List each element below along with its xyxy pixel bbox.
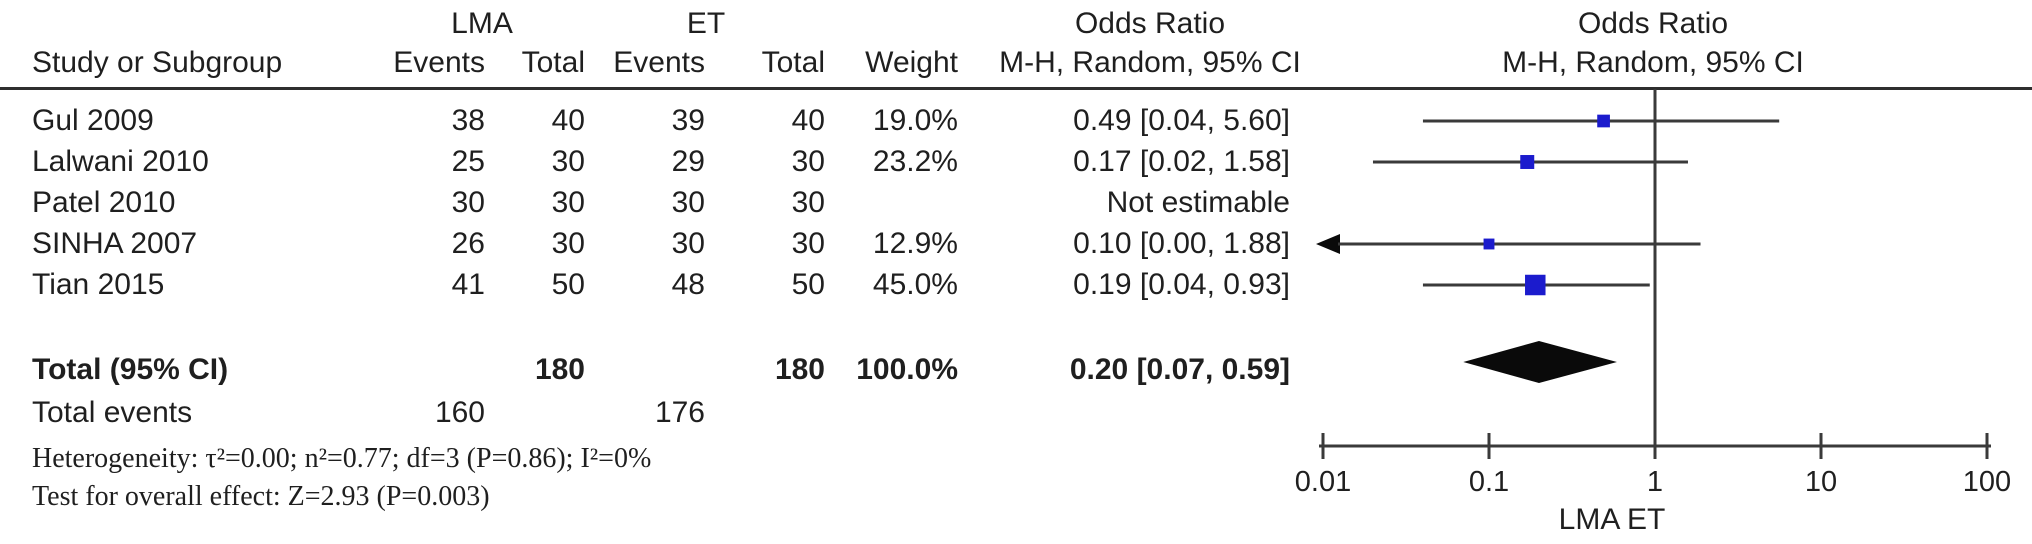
weight: 45.0% [872,268,958,301]
lma-events: 41 [451,268,485,301]
et-total: 30 [791,145,825,178]
or-ci: Not estimable [1106,186,1290,219]
effect-square [1597,114,1610,128]
lma-events: 26 [451,227,485,260]
lma-total-header: Total [521,46,585,79]
effect-square [1525,274,1546,296]
pooled-diamond [1463,341,1617,383]
lma-events: 30 [451,186,485,219]
plot-column-title: Odds Ratio [1577,7,1729,40]
study-name: Tian 2015 [32,268,165,301]
total-row-label: Total (95% CI) [32,353,229,386]
et-total-header: Total [761,46,825,79]
et-events: 48 [671,268,705,301]
or-ci: 0.10 [0.00, 1.88] [1073,227,1290,260]
et-events: 30 [671,186,705,219]
study-column-header: Study or Subgroup [32,46,283,79]
et-events-header: Events [613,46,705,79]
et-total: 40 [791,104,825,137]
lma-total: 30 [551,227,585,260]
axis-tick-label: 100 [1963,466,2011,498]
total-events-et: 176 [654,396,705,429]
left-arrow-icon [1316,234,1340,254]
et-events: 30 [671,227,705,260]
plot-column-subtitle: M-H, Random, 95% CI [1502,46,1804,79]
study-name: Gul 2009 [32,104,154,137]
lma-events: 25 [451,145,485,178]
total-weight: 100.0% [856,353,958,386]
axis-tick-label: 0.1 [1469,466,1509,498]
study-name: SINHA 2007 [32,227,198,260]
et-events: 39 [671,104,705,137]
weight: 19.0% [872,104,958,137]
header-separator [0,87,2032,90]
total-or-ci: 0.20 [0.07, 0.59] [1069,353,1290,386]
total-events-label: Total events [32,396,193,429]
axis-tick-label: 10 [1805,466,1837,498]
lma-total: 40 [551,104,585,137]
effect-square [1520,155,1535,169]
et-total: 30 [791,186,825,219]
overall-effect-note: Test for overall effect: Z=2.93 (P=0.003… [32,481,490,512]
or-ci: 0.49 [0.04, 5.60] [1073,104,1290,137]
study-name: Lalwani 2010 [32,145,209,178]
column-group-et-label: ET [686,7,726,40]
axis-tick-label: 0.01 [1295,466,1351,498]
axis-tick-label: 1 [1647,466,1663,498]
favours-label: LMA ET [1559,503,1666,536]
study-name: Patel 2010 [32,186,176,219]
lma-events-header: Events [393,46,485,79]
or-ci: 0.19 [0.04, 0.93] [1073,268,1290,301]
column-group-lma-label: LMA [451,7,513,40]
heterogeneity-note: Heterogeneity: τ²=0.00; n²=0.77; df=3 (P… [32,443,652,474]
et-total: 50 [791,268,825,301]
lma-total: 30 [551,145,585,178]
or-ci: 0.17 [0.02, 1.58] [1073,145,1290,178]
et-total: 30 [791,227,825,260]
weight: 12.9% [872,227,958,260]
or-column-title: Odds Ratio [1074,7,1226,40]
et-events: 29 [671,145,705,178]
or-column-subtitle: M-H, Random, 95% CI [999,46,1301,79]
total-events-lma: 160 [434,396,485,429]
weight-column-header: Weight [865,46,958,79]
effect-square [1483,238,1495,250]
weight: 23.2% [872,145,958,178]
total-lma-total: 180 [534,353,585,386]
lma-events: 38 [451,104,485,137]
lma-total: 50 [551,268,585,301]
lma-total: 30 [551,186,585,219]
total-et-total: 180 [774,353,825,386]
